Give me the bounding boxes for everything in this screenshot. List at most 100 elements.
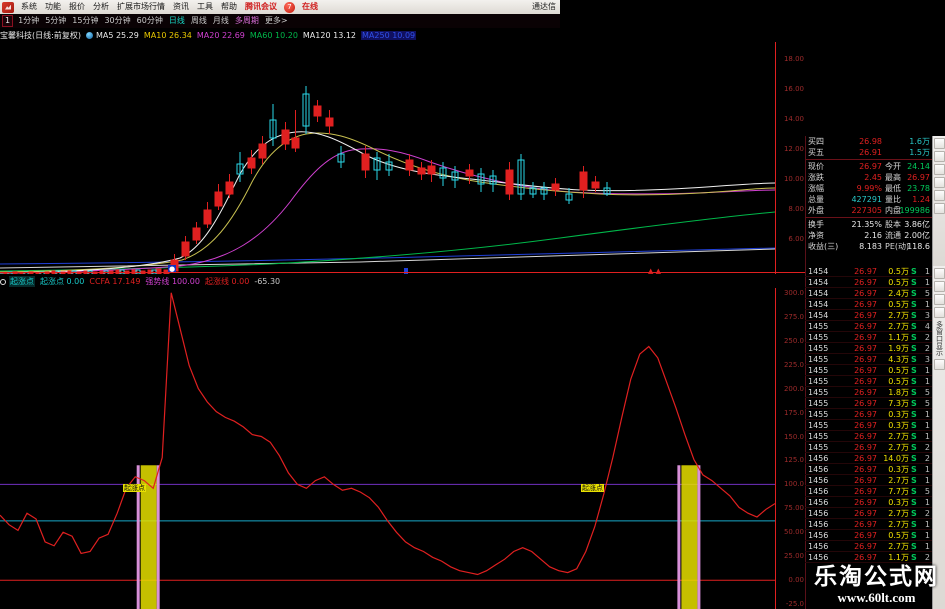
tick-row[interactable]: 1456 26.97 0.5万 S 1 [805,530,932,541]
tick-list[interactable]: 1454 26.97 0.5万 S 1 1454 26.97 0.5万 S 1 1454 26.97 2… [805,266,932,609]
tick-row[interactable]: 1455 26.97 2.7万 S 4 [805,321,932,332]
tick-row[interactable]: 1456 26.97 2.7万 S 1 [805,541,932,552]
period-monthly[interactable]: 月线 [212,16,229,25]
tick-time: 1456 [808,553,829,562]
tick-volume: 2.7万 [888,476,909,485]
tick-count: 2 [924,509,930,518]
panel-icon-2[interactable] [933,151,945,162]
ma20-value: 22.69 [221,31,245,40]
indicator-line [0,292,776,576]
tick-time: 1456 [808,531,829,540]
tick-row[interactable]: 1455 26.97 0.3万 S 1 [805,420,932,431]
panel-icon-5[interactable] [933,190,945,201]
tick-row[interactable]: 1455 26.97 4.3万 S 3 [805,354,932,365]
indicator-toggle-icon[interactable] [85,32,93,39]
main-y-label: 14.00 [783,115,804,123]
tick-flag: S [911,355,917,364]
period-more[interactable]: 更多> [264,16,288,25]
vtool-window-icon[interactable] [933,294,945,305]
panel-icon-3[interactable] [933,164,945,175]
tick-row[interactable]: 1455 26.97 2.7万 S 1 [805,431,932,442]
tick-flag: S [911,520,917,529]
quote-value-2: 26.97 [907,173,930,182]
vtool-pencil-icon[interactable] [933,281,945,292]
tick-time: 1454 [808,278,829,287]
tick-volume: 2.4万 [888,289,909,298]
tick-count: 1 [924,476,930,485]
menu-item-extended-market[interactable]: 扩展市场行情 [117,2,165,11]
period-30min[interactable]: 30分钟 [104,16,131,25]
tick-row[interactable]: 1455 26.97 2.7万 S 2 [805,442,932,453]
tick-row[interactable]: 1455 26.97 0.5万 S 1 [805,365,932,376]
right-vertical-toolbar[interactable]: 多窗口显示 [932,266,945,609]
tick-row[interactable]: 1454 26.97 2.4万 S 5 [805,288,932,299]
period-1min[interactable]: 1分钟 [18,16,40,25]
tick-row[interactable]: 1454 26.97 0.5万 S 1 [805,277,932,288]
tick-price: 26.97 [854,289,877,298]
period-5min[interactable]: 5分钟 [45,16,67,25]
quote-panel-side-toolbar[interactable] [932,136,945,266]
period-weekly[interactable]: 周线 [190,16,207,25]
tick-row[interactable]: 1455 26.97 0.5万 S 1 [805,376,932,387]
sub-indicator-name[interactable]: 起涨点 [9,276,35,287]
vtool-lock-icon[interactable] [933,359,945,370]
menu-item-function[interactable]: 功能 [45,2,61,11]
menu-item-quote[interactable]: 报价 [69,2,85,11]
tick-row[interactable]: 1454 26.97 2.7万 S 3 [805,310,932,321]
main-candlestick-chart[interactable]: ● ▲ ▲ [0,42,776,278]
tick-row[interactable]: 1456 26.97 14.0万 S 2 [805,453,932,464]
sub-indicator-toggle-icon[interactable] [0,278,6,285]
tick-row[interactable]: 1455 26.97 1.9万 S 2 [805,343,932,354]
period-15min[interactable]: 15分钟 [72,16,99,25]
tick-flag: S [911,322,917,331]
ma10-label: MA10 [143,31,167,40]
tick-row[interactable]: 1456 26.97 2.7万 S 1 [805,475,932,486]
sub-y-label: 0.00 [788,576,804,585]
tick-row[interactable]: 1456 26.97 0.3万 S 1 [805,497,932,508]
sub-y-label: 175.0 [783,408,804,417]
notification-badge[interactable]: 7 [284,1,295,13]
vtool-grid-icon[interactable] [933,307,945,318]
tick-row[interactable]: 1455 26.97 1.8万 S 5 [805,387,932,398]
sub-chart-y-axis: 300.0 275.0 250.0 225.0 200.0 175.0 150.0 125.0… [775,288,805,609]
tick-row[interactable]: 1456 26.97 2.7万 S 1 [805,519,932,530]
tick-row[interactable]: 1454 26.97 0.5万 S 1 [805,299,932,310]
tick-row[interactable]: 1456 26.97 0.3万 S 1 [805,464,932,475]
menu-item-tools[interactable]: 工具 [197,2,213,11]
panel-icon-1[interactable] [933,138,945,149]
sub-seg4-label: -65.30 [254,277,281,286]
tick-row[interactable]: 1455 26.97 7.3万 S 5 [805,398,932,409]
panel-icon-4[interactable] [933,177,945,188]
app-logo-icon [2,1,14,13]
tick-time: 1455 [808,421,829,430]
period-60min[interactable]: 60分钟 [136,16,163,25]
period-daily[interactable]: 日线 [168,16,185,25]
tick-row[interactable]: 1456 26.97 1.1万 S 2 [805,552,932,563]
menu-item-help[interactable]: 帮助 [221,2,237,11]
tick-count: 2 [924,443,930,452]
tick-row[interactable]: 1456 26.97 7.7万 S 5 [805,486,932,497]
menu-item-meeting[interactable]: 腾讯会议 [245,2,277,11]
tick-price: 26.97 [854,465,877,474]
tick-row[interactable]: 1454 26.97 0.5万 S 1 [805,266,932,277]
tick-price: 26.97 [854,333,877,342]
sub-indicator-chart[interactable]: 起涨点 起涨点 [0,288,776,609]
tick-row[interactable]: 1455 26.97 1.1万 S 2 [805,332,932,343]
quote-value-2: 23.78 [907,184,930,193]
panel-icon-6[interactable] [933,203,945,214]
tick-volume: 0.3万 [888,465,909,474]
menu-item-news[interactable]: 资讯 [173,2,189,11]
tick-row[interactable]: 1455 26.97 0.3万 S 1 [805,409,932,420]
tick-price: 26.97 [854,410,877,419]
period-multi[interactable]: 多周期 [234,16,259,25]
menu-item-online[interactable]: 在线 [302,2,318,11]
period-index-box[interactable]: 1 [2,15,14,27]
tick-volume: 1.1万 [888,333,909,342]
tick-price: 26.97 [854,300,877,309]
sub-y-label: 150.0 [783,432,804,441]
menu-item-system[interactable]: 系统 [21,2,37,11]
tick-volume: 4.3万 [888,355,909,364]
menu-item-analysis[interactable]: 分析 [93,2,109,11]
vtool-move-icon[interactable] [933,268,945,279]
tick-row[interactable]: 1456 26.97 2.7万 S 2 [805,508,932,519]
